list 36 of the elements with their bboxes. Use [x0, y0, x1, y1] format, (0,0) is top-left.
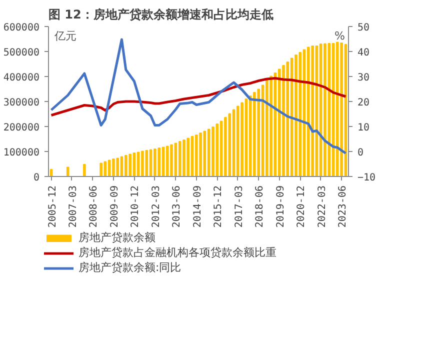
- x-tick-label: 2019-09: [275, 185, 286, 228]
- legend-label: 房地产贷款余额: [78, 230, 156, 245]
- y-tick-label: 600000: [3, 22, 40, 34]
- x-tick-label: 2010-12: [130, 185, 142, 228]
- y2-tick-label: −10: [358, 172, 376, 184]
- x-tick-label: 2020-12: [296, 185, 308, 228]
- line-series: [50, 77, 347, 116]
- x-tick-label: 2017-03: [234, 185, 245, 228]
- x-tick-label: 2018-06: [254, 185, 266, 228]
- x-tick-label: 2015-12: [213, 185, 224, 228]
- y-tick-label: 400000: [3, 72, 40, 84]
- x-tick-label: 2022-03: [316, 185, 328, 228]
- x-tick-label: 2012-03: [150, 185, 162, 228]
- x-tick-label: 2005-12: [47, 185, 58, 228]
- y-axis-title: 亿元: [54, 30, 76, 42]
- legend-label: 房地产贷款余额:同比: [78, 260, 182, 275]
- x-tick-label: 2007-03: [68, 185, 79, 228]
- x-tick-label: 2023-06: [338, 185, 349, 228]
- y-tick-label: 500000: [3, 48, 40, 58]
- y2-tick-label: 50: [358, 22, 370, 34]
- y2-tick-label: 10: [358, 122, 370, 134]
- y-tick-label: 0: [33, 172, 40, 184]
- y2-tick-label: 40: [358, 48, 370, 58]
- y-tick-label: 200000: [3, 122, 40, 134]
- legend-label: 房地产贷款占金融机构各项贷款余额比重: [78, 245, 276, 260]
- y2-tick-label: 0: [358, 148, 364, 158]
- y2-tick-label: 30: [358, 72, 370, 84]
- y-tick-label: 300000: [3, 98, 40, 108]
- y2-tick-label: 20: [358, 98, 370, 108]
- x-tick-label: 2008-06: [88, 185, 100, 228]
- y2-axis-title: %: [334, 30, 345, 42]
- x-tick-label: 2009-09: [109, 185, 120, 228]
- y-tick-label: 100000: [3, 148, 40, 158]
- x-tick-label: 2013-06: [172, 185, 183, 228]
- chart-title: 图 12：房地产贷款余额增速和占比均走低: [48, 8, 274, 22]
- x-tick-label: 2014-09: [192, 185, 204, 228]
